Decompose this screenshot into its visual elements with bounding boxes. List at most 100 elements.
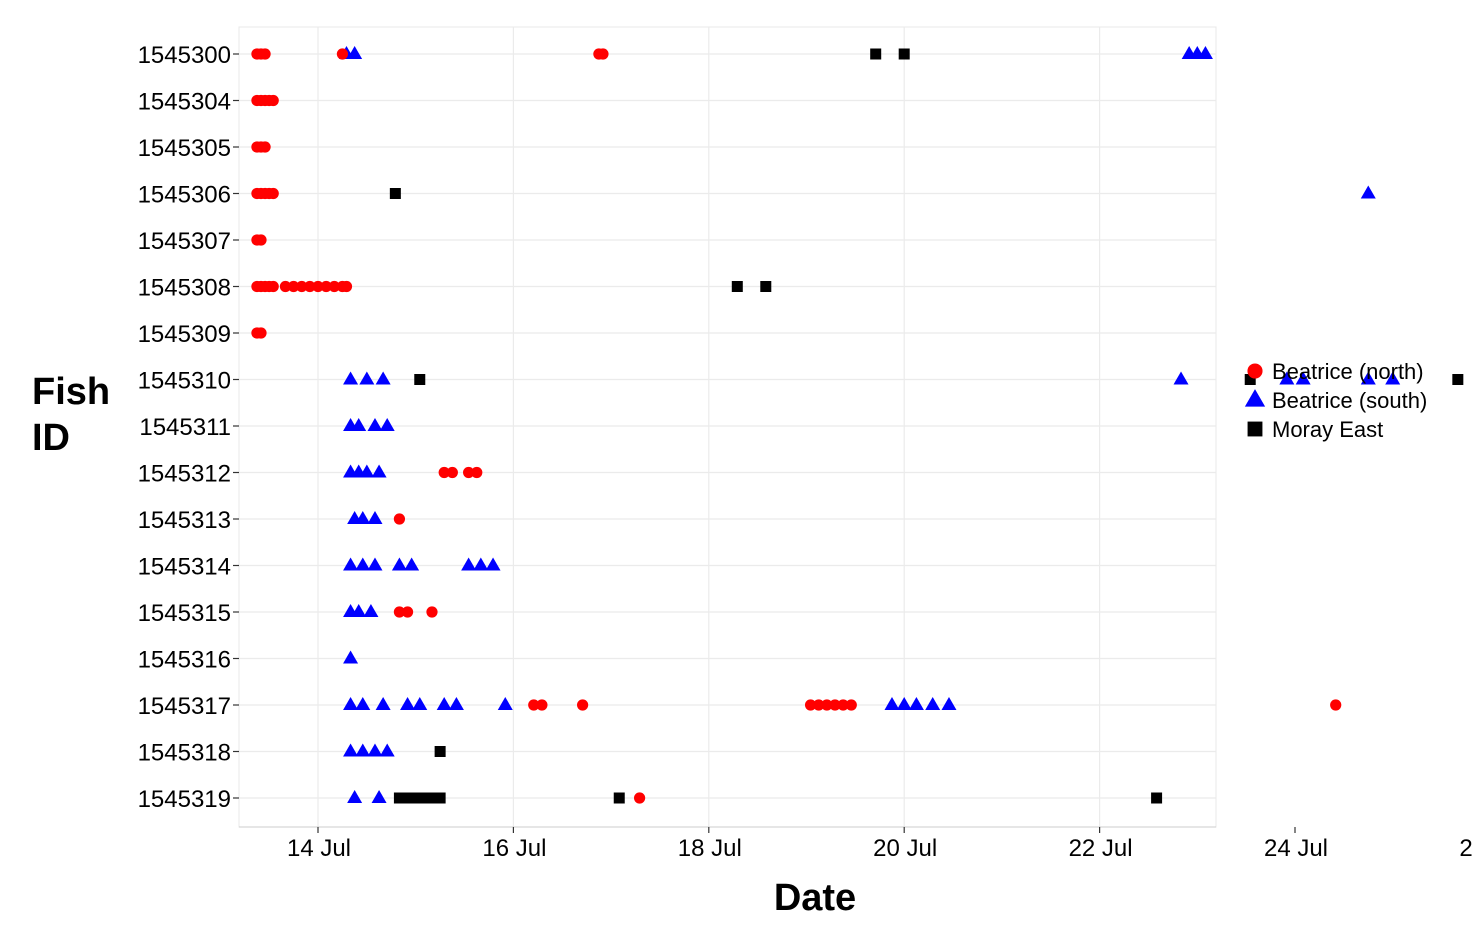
data-point <box>336 48 349 60</box>
data-point <box>1330 699 1342 711</box>
legend-label: Beatrice (south) <box>1272 388 1427 413</box>
data-point <box>528 699 540 711</box>
data-point <box>304 280 316 293</box>
data-point <box>267 187 279 200</box>
data-point <box>1197 45 1213 59</box>
data-point <box>731 281 743 292</box>
data-point <box>287 280 300 293</box>
data-point <box>371 464 387 478</box>
y-tick-label: 1545306 <box>138 182 231 209</box>
legend-key <box>1247 363 1263 379</box>
data-point <box>1151 792 1163 804</box>
legend: Beatrice (north) Beatrice (south) Moray Ea… <box>1244 359 1427 442</box>
data-point <box>813 699 825 711</box>
data-point <box>898 48 910 60</box>
data-point <box>463 466 475 479</box>
data-point <box>760 281 772 292</box>
y-tick-label: 1545315 <box>138 600 231 627</box>
y-tick-label: 1545310 <box>138 368 231 395</box>
data-point <box>393 792 405 804</box>
y-tick-label: 1545300 <box>138 42 231 69</box>
x-tick-label: 14 Jul <box>287 835 351 862</box>
data-point <box>355 510 371 524</box>
data-point <box>485 557 501 571</box>
data-point <box>359 464 375 478</box>
data-point <box>804 699 817 711</box>
data-point <box>279 280 292 293</box>
data-point <box>471 466 483 479</box>
data-point <box>577 699 589 711</box>
y-tick-layer: 1545300 1545304 1545305 1545306 1545307 15453… <box>138 42 239 813</box>
data-point <box>402 792 414 804</box>
y-tick-label: 1545317 <box>138 693 231 720</box>
data-point <box>393 513 406 525</box>
data-point <box>410 792 422 804</box>
data-point <box>401 606 414 618</box>
data-point <box>259 48 271 60</box>
data-point <box>884 696 900 710</box>
data-point <box>633 792 646 804</box>
data-point <box>1360 185 1376 199</box>
data-point <box>845 699 857 711</box>
legend-key <box>1247 421 1263 437</box>
y-tick-label: 1545319 <box>138 786 231 813</box>
data-point <box>255 234 267 246</box>
data-point <box>448 696 464 710</box>
y-tick-label: 1545318 <box>138 740 231 767</box>
data-point <box>1244 374 1256 385</box>
data-point <box>343 743 359 757</box>
data-point <box>426 792 438 804</box>
data-point <box>418 792 430 804</box>
data-point <box>343 371 359 385</box>
data-point <box>347 45 363 59</box>
data-point <box>829 699 841 711</box>
y-tick-label: 1545309 <box>138 321 231 348</box>
data-point <box>1452 374 1464 385</box>
data-point <box>925 696 941 710</box>
data-point <box>379 743 395 757</box>
y-tick-label: 1545312 <box>138 461 231 488</box>
points-layer <box>251 45 1464 804</box>
data-point <box>1360 371 1376 385</box>
data-point <box>355 696 371 710</box>
y-tick-label: 1545313 <box>138 507 231 534</box>
y-tick-label: 1545316 <box>138 647 231 674</box>
x-tick-label: 18 Jul <box>678 835 742 862</box>
legend-label: Beatrice (north) <box>1272 359 1424 384</box>
data-point <box>434 746 446 757</box>
x-axis-title: Date <box>774 877 856 919</box>
data-point <box>391 557 407 571</box>
data-point <box>371 789 387 803</box>
data-point <box>363 603 379 617</box>
data-point <box>941 696 957 710</box>
y-axis-title: Fish ID <box>32 371 110 459</box>
legend-label: Moray East <box>1272 417 1383 442</box>
data-point <box>347 789 363 803</box>
plot-panel <box>238 26 1217 828</box>
x-tick-label: 20 Jul <box>873 835 937 862</box>
data-point <box>367 417 383 431</box>
data-point <box>379 417 395 431</box>
data-point <box>870 48 882 60</box>
data-point <box>536 699 548 711</box>
data-point <box>367 557 383 571</box>
data-point <box>461 557 477 571</box>
y-tick-label: 1545311 <box>139 414 231 441</box>
x-tick-label: 26 Jul <box>1459 835 1472 862</box>
x-tick-layer: 14 Jul 16 Jul 18 Jul 20 Jul 22 Jul 24 Jul 26 J… <box>287 827 1472 862</box>
data-point <box>267 94 279 107</box>
y-tick-label: 1545308 <box>138 275 231 302</box>
legend-key <box>1244 389 1266 407</box>
data-point <box>426 606 438 618</box>
data-point <box>312 280 324 293</box>
data-point <box>351 603 367 617</box>
data-point <box>404 557 420 571</box>
data-point <box>400 696 416 710</box>
data-point <box>837 699 849 711</box>
y-tick-label: 1545305 <box>138 135 231 162</box>
data-point <box>375 371 391 385</box>
data-point <box>343 557 359 571</box>
data-point <box>446 466 458 479</box>
series-circle <box>251 48 1342 804</box>
